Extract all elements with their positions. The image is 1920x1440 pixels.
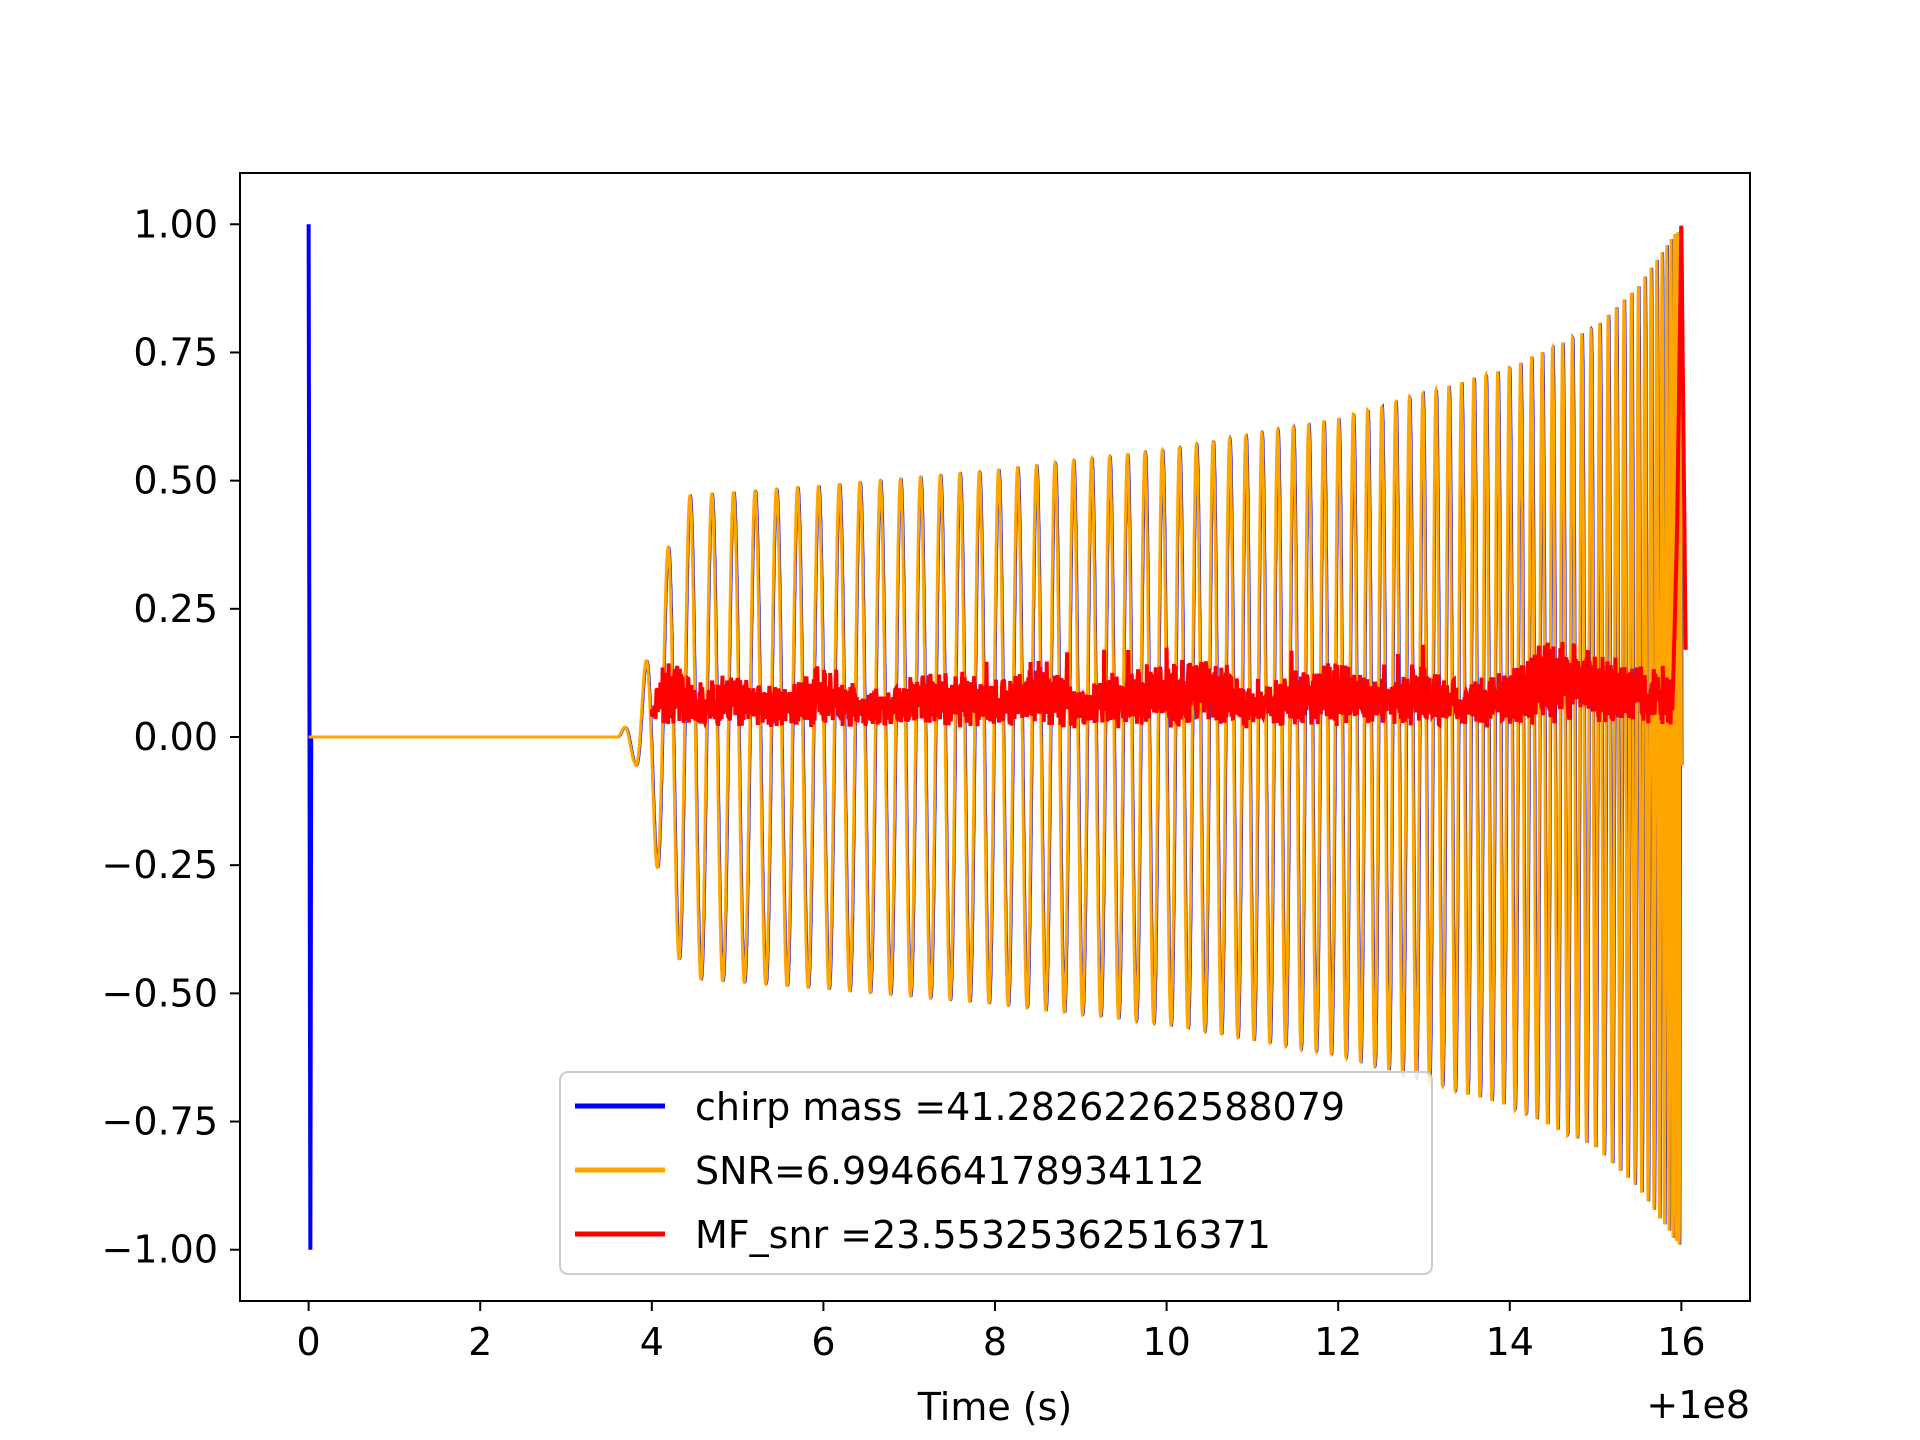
x-tick-label: 10 <box>1142 1320 1190 1364</box>
x-tick-label: 14 <box>1486 1320 1534 1364</box>
x-tick-label: 4 <box>640 1320 664 1364</box>
y-tick-label: −0.25 <box>102 843 218 887</box>
x-tick-label: 8 <box>983 1320 1007 1364</box>
y-tick-label: 0.00 <box>133 715 218 759</box>
x-axis-offset: +1e8 <box>1646 1383 1750 1427</box>
y-tick-label: −1.00 <box>102 1228 218 1272</box>
x-tick-label: 2 <box>468 1320 492 1364</box>
x-tick-label: 12 <box>1314 1320 1362 1364</box>
series-mf-snr-line <box>649 225 1688 730</box>
x-axis: 0 2 4 6 8 10 12 14 16 <box>297 1301 1706 1364</box>
y-tick-label: −0.50 <box>102 971 218 1015</box>
y-tick-label: 0.25 <box>133 587 218 631</box>
x-tick-label: 6 <box>811 1320 835 1364</box>
series-layer <box>306 224 1688 1250</box>
legend: chirp mass =41.28262262588079 SNR=6.9946… <box>559 1071 1433 1275</box>
y-tick-label: 0.75 <box>133 330 218 374</box>
y-tick-label: 1.00 <box>133 202 218 246</box>
y-tick-label: −0.75 <box>102 1100 218 1144</box>
legend-label-snr: SNR=6.994664178934112 <box>695 1149 1205 1193</box>
y-tick-label: 0.50 <box>133 459 218 503</box>
legend-label-chirp-mass: chirp mass =41.28262262588079 <box>695 1085 1345 1129</box>
legend-box <box>559 1071 1433 1275</box>
legend-label-mf-snr: MF_snr =23.55325362516371 <box>695 1213 1271 1257</box>
x-tick-label: 16 <box>1657 1320 1705 1364</box>
y-axis: 1.00 0.75 0.50 0.25 0.00 −0.25 −0.50 −0.75 −1.00 <box>102 202 240 1272</box>
x-axis-label: Time (s) <box>917 1385 1073 1429</box>
series-snr-line <box>308 226 1683 1245</box>
x-tick-label: 0 <box>297 1320 321 1364</box>
